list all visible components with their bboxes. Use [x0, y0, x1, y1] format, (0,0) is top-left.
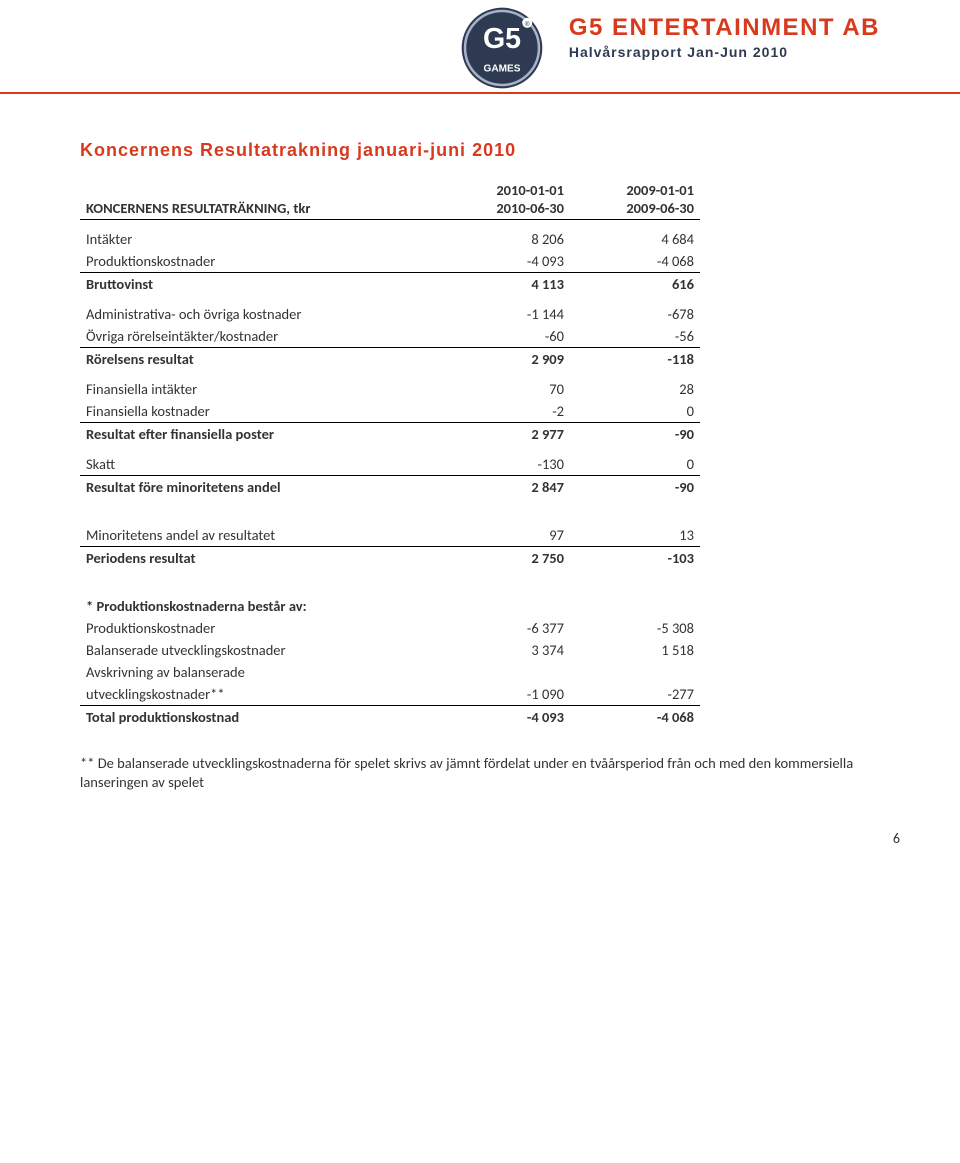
table-row: Produktionskostnader -4 093 -4 068: [80, 250, 700, 273]
table-row-star-heading: * Produktionskostnaderna består av:: [80, 595, 700, 617]
table-row: Finansiella intäkter 70 28: [80, 378, 700, 400]
income-statement-table: KONCERNENS RESULTATRÄKNING, tkr 2010-01-…: [80, 179, 700, 728]
table-row-resultat-fin: Resultat efter finansiella poster 2 977 …: [80, 422, 700, 445]
svg-text:G5: G5: [483, 23, 521, 55]
company-name: G5 ENTERTAINMENT AB: [569, 14, 880, 42]
footnote-text: ** De balanserade utvecklingskostnaderna…: [80, 754, 860, 793]
section-title: Koncernens Resultatrakning januari-juni …: [80, 140, 880, 161]
page: G5 GAMES ® G5 ENTERTAINMENT AB Halvårsra…: [0, 0, 960, 867]
table-row-bruttovinst: Bruttovinst 4 113 616: [80, 272, 700, 295]
svg-text:®: ®: [525, 20, 530, 28]
table-row-total-produktionskostnad: Total produktionskostnad -4 093 -4 068: [80, 705, 700, 728]
table-row-resultat-minoritet: Resultat före minoritetens andel 2 847 -…: [80, 475, 700, 498]
col-period-2010: 2010-01-01 2010-06-30: [440, 179, 570, 220]
table-row: Minoritetens andel av resultatet 97 13: [80, 524, 700, 547]
col-label: KONCERNENS RESULTATRÄKNING, tkr: [80, 179, 440, 220]
page-number: 6: [893, 830, 900, 847]
table-header-row: KONCERNENS RESULTATRÄKNING, tkr 2010-01-…: [80, 179, 700, 220]
table-row: Intäkter 8 206 4 684: [80, 228, 700, 250]
table-row-rorelse: Rörelsens resultat 2 909 -118: [80, 347, 700, 370]
table-row: Finansiella kostnader -2 0: [80, 400, 700, 423]
report-header: G5 GAMES ® G5 ENTERTAINMENT AB Halvårsra…: [80, 0, 880, 110]
table-row: Produktionskostnader -6 377 -5 308: [80, 617, 700, 639]
table-row: Administrativa- och övriga kostnader -1 …: [80, 303, 700, 325]
col-period-2009: 2009-01-01 2009-06-30: [570, 179, 700, 220]
header-rule: [0, 92, 960, 94]
table-row: Skatt -130 0: [80, 453, 700, 476]
table-row: Avskrivning av balanserade: [80, 661, 700, 683]
table-row-periodens-resultat: Periodens resultat 2 750 -103: [80, 546, 700, 569]
table-row: Balanserade utvecklingskostnader 3 374 1…: [80, 639, 700, 661]
header-text: G5 ENTERTAINMENT AB Halvårsrapport Jan-J…: [569, 14, 880, 60]
report-subtitle: Halvårsrapport Jan-Jun 2010: [569, 44, 880, 60]
g5-logo-icon: G5 GAMES ®: [460, 6, 544, 90]
table-row: utvecklingskostnader** -1 090 -277: [80, 683, 700, 706]
svg-text:GAMES: GAMES: [484, 64, 521, 75]
table-row: Övriga rörelseintäkter/kostnader -60 -56: [80, 325, 700, 348]
